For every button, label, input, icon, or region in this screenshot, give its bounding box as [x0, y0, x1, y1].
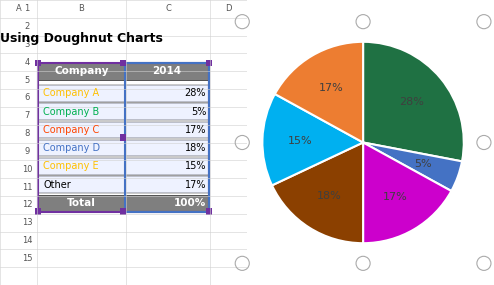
Text: 7: 7 [25, 111, 30, 120]
Text: Company D: Company D [43, 143, 100, 153]
Text: 17%: 17% [319, 83, 343, 93]
FancyBboxPatch shape [124, 103, 208, 120]
Text: 4: 4 [25, 58, 30, 67]
Text: 13: 13 [22, 218, 33, 227]
Text: D: D [225, 4, 232, 13]
Text: 11: 11 [22, 182, 33, 192]
Text: 28%: 28% [400, 97, 424, 107]
Text: Company B: Company B [43, 107, 99, 117]
Text: 8: 8 [25, 129, 30, 138]
Text: Total: Total [67, 198, 96, 208]
Bar [121, 134, 126, 141]
Wedge shape [272, 142, 363, 243]
Bar [36, 60, 41, 66]
Text: C: C [165, 4, 171, 13]
Wedge shape [262, 94, 363, 185]
Text: 14: 14 [22, 236, 33, 245]
Text: 3: 3 [25, 40, 30, 49]
FancyBboxPatch shape [124, 195, 208, 211]
FancyBboxPatch shape [38, 85, 124, 102]
FancyBboxPatch shape [124, 122, 208, 138]
Text: 9: 9 [25, 147, 30, 156]
Text: 28%: 28% [185, 88, 206, 99]
Text: 2: 2 [25, 22, 30, 31]
Text: 12: 12 [22, 200, 33, 209]
Text: 10: 10 [22, 165, 33, 174]
FancyBboxPatch shape [38, 158, 124, 175]
FancyBboxPatch shape [38, 176, 124, 193]
FancyBboxPatch shape [124, 140, 208, 156]
Text: 5%: 5% [191, 107, 206, 117]
Text: Using Doughnut Charts: Using Doughnut Charts [0, 32, 163, 45]
Bar [121, 208, 126, 215]
FancyBboxPatch shape [38, 195, 124, 211]
Text: B: B [79, 4, 84, 13]
FancyBboxPatch shape [124, 158, 208, 175]
FancyBboxPatch shape [38, 103, 124, 120]
Text: 100%: 100% [174, 198, 206, 208]
Text: 18%: 18% [317, 191, 341, 201]
Text: 6: 6 [25, 93, 30, 103]
Text: Company: Company [54, 66, 109, 76]
Text: 2014: 2014 [152, 66, 181, 76]
Bar [206, 60, 211, 66]
Text: Company A: Company A [43, 88, 99, 99]
Text: 17%: 17% [185, 180, 206, 190]
FancyBboxPatch shape [38, 140, 124, 156]
Bar [206, 208, 211, 215]
Text: 1: 1 [25, 4, 30, 13]
Wedge shape [363, 142, 452, 243]
Text: Other: Other [43, 180, 71, 190]
Bar [121, 60, 126, 66]
FancyBboxPatch shape [124, 176, 208, 193]
FancyBboxPatch shape [38, 63, 124, 80]
FancyBboxPatch shape [124, 85, 208, 102]
Wedge shape [363, 42, 464, 161]
Text: Company E: Company E [43, 161, 99, 172]
Wedge shape [363, 142, 462, 191]
Text: 15%: 15% [288, 135, 312, 146]
Text: 15%: 15% [185, 161, 206, 172]
Text: 15: 15 [22, 254, 33, 263]
Text: 5: 5 [25, 76, 30, 85]
Text: 18%: 18% [185, 143, 206, 153]
Text: A: A [16, 4, 21, 13]
Bar [36, 208, 41, 215]
FancyBboxPatch shape [38, 122, 124, 138]
FancyBboxPatch shape [124, 63, 208, 80]
Wedge shape [275, 42, 363, 142]
Text: 5%: 5% [414, 159, 432, 169]
Text: 17%: 17% [383, 192, 408, 202]
Text: 17%: 17% [185, 125, 206, 135]
Text: Company C: Company C [43, 125, 99, 135]
